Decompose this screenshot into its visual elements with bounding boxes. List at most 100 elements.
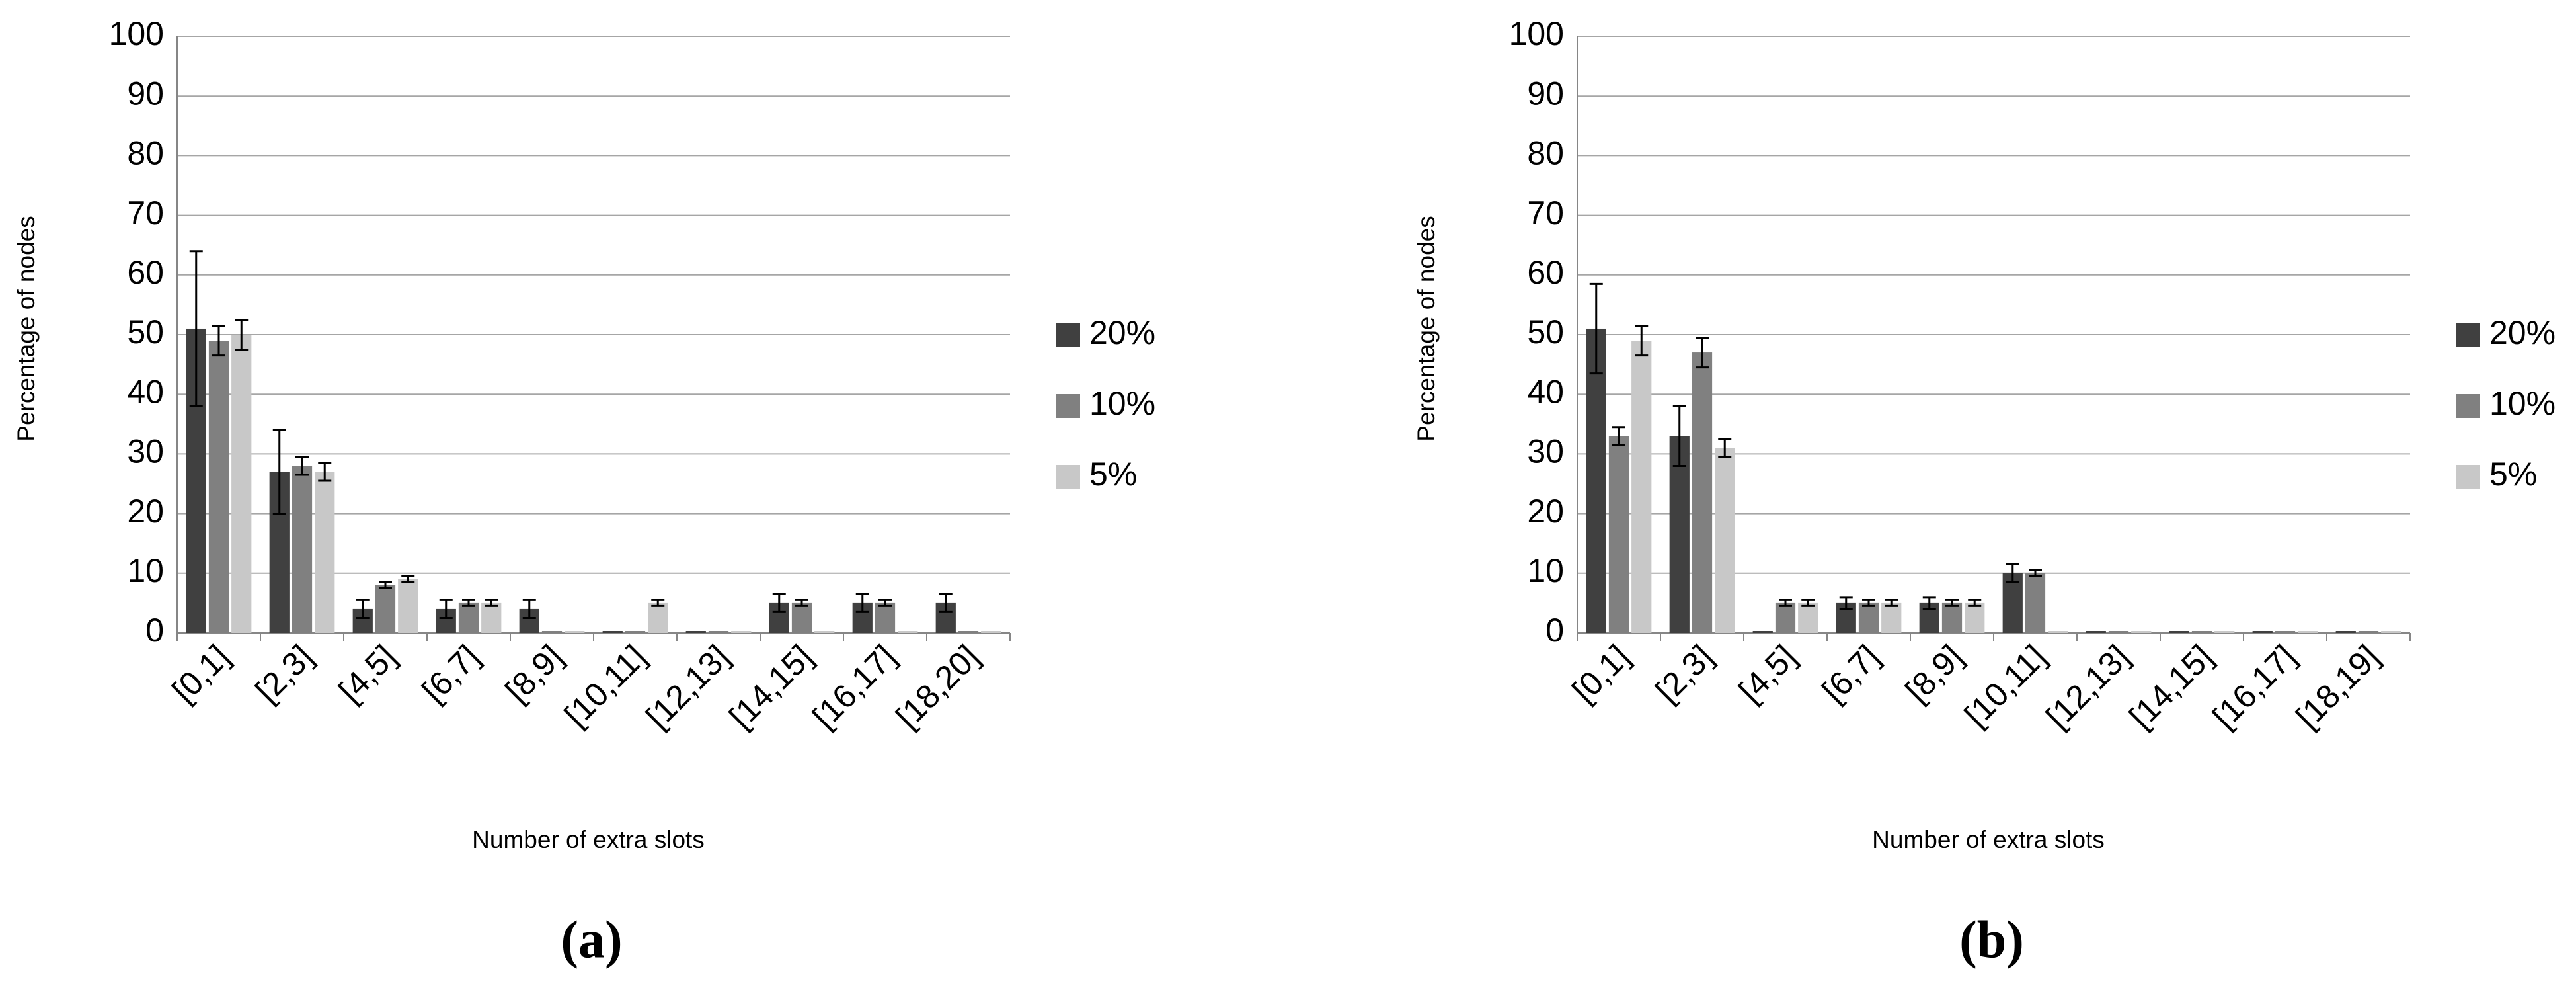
bar (731, 631, 752, 633)
bar (1798, 602, 1818, 633)
bar (685, 631, 706, 633)
error-bar (1839, 596, 1853, 610)
y-tick-label: 50 (127, 313, 164, 351)
bar (1608, 436, 1629, 633)
y-tick-label: 20 (127, 493, 164, 530)
x-tick-label: [2,3] (249, 638, 320, 710)
y-axis-title: Percentage of nodes (13, 216, 40, 441)
y-tick-label: 80 (1527, 135, 1564, 172)
bar (315, 472, 335, 633)
bar (2335, 631, 2356, 633)
bar (1692, 352, 1713, 633)
legend-swatch (1056, 394, 1080, 418)
error-bar (795, 599, 808, 607)
bar (1941, 602, 1963, 633)
error-bar (878, 599, 892, 607)
y-tick-label: 60 (127, 254, 164, 291)
bar (1669, 436, 1690, 633)
bar (2358, 631, 2379, 633)
y-tick-label: 100 (109, 15, 164, 52)
bar (481, 602, 502, 633)
x-tick-label: [6,7] (415, 638, 487, 710)
error-bar (1589, 282, 1603, 375)
error-bar (318, 462, 332, 482)
x-tick-label: [12,13] (2039, 638, 2136, 736)
error-bar (1612, 426, 1625, 446)
bar (875, 602, 896, 633)
bar (231, 335, 252, 633)
bar (2025, 573, 2046, 633)
error-bar (939, 593, 953, 613)
bar (1965, 602, 1985, 633)
y-tick-label: 70 (127, 194, 164, 231)
bar (2191, 631, 2212, 633)
bar (814, 631, 835, 633)
x-tick-label: [12,13] (639, 638, 736, 736)
legend-swatch (1056, 323, 1080, 347)
legend-label: 10% (1089, 385, 1155, 422)
error-bar (1672, 405, 1686, 467)
bar (708, 631, 729, 633)
x-tick-label: [14,15] (2122, 638, 2220, 736)
bar (541, 631, 563, 633)
error-bar (379, 581, 392, 589)
y-tick-label: 60 (1527, 254, 1564, 291)
bar (1715, 448, 1735, 633)
bar (2048, 631, 2068, 633)
bar (2169, 631, 2189, 633)
x-axis-title: Number of extra slots (472, 826, 705, 853)
bar (648, 602, 668, 633)
y-tick-label: 80 (127, 135, 164, 172)
legend-label: 20% (1089, 314, 1155, 351)
error-bar (1718, 438, 1732, 458)
bar (1752, 631, 1773, 633)
error-bar (772, 593, 786, 613)
x-tick-label: [10,11] (1957, 638, 2053, 734)
error-bar (295, 456, 309, 476)
bar (2381, 631, 2401, 633)
bar (1881, 602, 1902, 633)
error-bar (1779, 599, 1792, 607)
x-tick-label: [0,1] (1565, 638, 1637, 710)
bar (602, 631, 623, 633)
bar (2252, 631, 2273, 633)
error-bar (462, 599, 475, 607)
x-tick-label: [4,5] (1732, 638, 1803, 710)
bar (2214, 631, 2235, 633)
x-tick-label: [10,11] (557, 638, 653, 734)
y-tick-label: 30 (1527, 433, 1564, 470)
error-bar (1635, 324, 1649, 357)
bar (2131, 631, 2152, 633)
x-tick-label: [18,20] (888, 638, 986, 736)
chart: 0 10 20 30 40 50 60 70 80 90 100 [0,1] [2,3] [4,5] [6,… (13, 15, 1155, 969)
legend-label: 20% (2489, 314, 2556, 351)
legend-swatch (2456, 465, 2480, 489)
error-bar (485, 599, 498, 607)
error-bar (2006, 563, 2019, 583)
legend-label: 10% (2489, 385, 2556, 422)
bar (208, 341, 229, 633)
legend-label: 5% (2489, 456, 2537, 493)
error-bar (1862, 599, 1875, 607)
error-bar (439, 599, 453, 619)
error-bar (1968, 599, 1982, 607)
legend-label: 5% (1089, 456, 1137, 493)
error-bar (356, 599, 370, 619)
bar (2086, 631, 2106, 633)
y-tick-label: 50 (1527, 313, 1564, 351)
bar (1586, 328, 1606, 633)
error-bar (1696, 337, 1709, 369)
x-tick-label: [6,7] (1815, 638, 1887, 710)
chart: 0 10 20 30 40 50 60 70 80 90 100 [0,1] [2,3] [4,5] [6,… (1413, 15, 2556, 969)
error-bar (1801, 599, 1815, 607)
x-tick-label: [8,9] (498, 638, 570, 710)
bar (398, 579, 418, 633)
bar (625, 631, 646, 633)
error-bar (2029, 569, 2042, 577)
error-bar (1945, 599, 1959, 607)
bar (2275, 631, 2296, 633)
y-tick-label: 10 (1527, 552, 1564, 589)
x-tick-label: [0,1] (165, 638, 237, 710)
y-tick-label: 90 (127, 75, 164, 112)
